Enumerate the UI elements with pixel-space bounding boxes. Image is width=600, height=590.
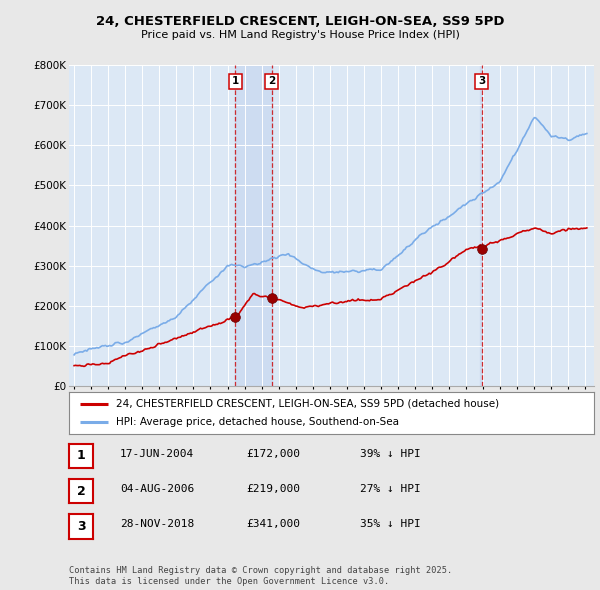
- Text: 24, CHESTERFIELD CRESCENT, LEIGH-ON-SEA, SS9 5PD: 24, CHESTERFIELD CRESCENT, LEIGH-ON-SEA,…: [96, 15, 504, 28]
- Text: 1: 1: [232, 76, 239, 86]
- Text: 27% ↓ HPI: 27% ↓ HPI: [360, 484, 421, 494]
- Text: 24, CHESTERFIELD CRESCENT, LEIGH-ON-SEA, SS9 5PD (detached house): 24, CHESTERFIELD CRESCENT, LEIGH-ON-SEA,…: [116, 398, 499, 408]
- Text: 3: 3: [77, 520, 85, 533]
- Text: 3: 3: [478, 76, 485, 86]
- Text: Contains HM Land Registry data © Crown copyright and database right 2025.
This d: Contains HM Land Registry data © Crown c…: [69, 566, 452, 586]
- Text: £219,000: £219,000: [246, 484, 300, 494]
- Text: 2: 2: [268, 76, 275, 86]
- Text: Price paid vs. HM Land Registry's House Price Index (HPI): Price paid vs. HM Land Registry's House …: [140, 30, 460, 40]
- Text: £172,000: £172,000: [246, 448, 300, 458]
- Text: 39% ↓ HPI: 39% ↓ HPI: [360, 448, 421, 458]
- Text: £341,000: £341,000: [246, 519, 300, 529]
- Text: 04-AUG-2006: 04-AUG-2006: [120, 484, 194, 494]
- Text: 35% ↓ HPI: 35% ↓ HPI: [360, 519, 421, 529]
- Text: 17-JUN-2004: 17-JUN-2004: [120, 448, 194, 458]
- Text: 1: 1: [77, 449, 85, 462]
- Text: 28-NOV-2018: 28-NOV-2018: [120, 519, 194, 529]
- Bar: [481, 65, 483, 386]
- Bar: [235, 65, 272, 386]
- Text: HPI: Average price, detached house, Southend-on-Sea: HPI: Average price, detached house, Sout…: [116, 418, 399, 428]
- Text: 2: 2: [77, 484, 85, 497]
